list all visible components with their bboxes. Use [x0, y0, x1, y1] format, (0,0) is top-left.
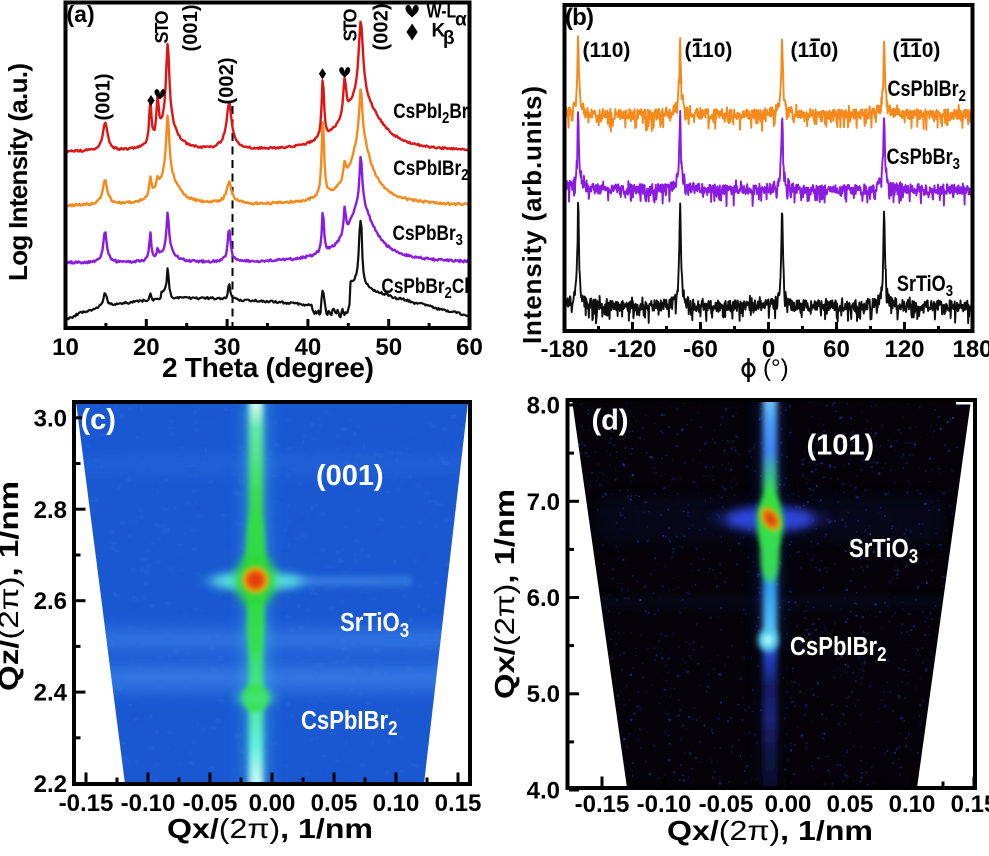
svg-text:0.15: 0.15: [435, 790, 482, 817]
svg-text:0.05: 0.05: [827, 791, 874, 818]
svg-text:20: 20: [133, 334, 160, 361]
svg-text:-0.15: -0.15: [59, 790, 114, 817]
svg-text:7.0: 7.0: [527, 489, 560, 516]
svg-text:2.4: 2.4: [34, 680, 68, 707]
svg-text:CsPbIBr2: CsPbIBr2: [888, 77, 966, 105]
svg-text:CsPbIBr2: CsPbIBr2: [393, 158, 468, 185]
svg-text:(°): (°): [763, 355, 789, 382]
svg-text:(110): (110): [893, 39, 941, 62]
svg-text:8.0: 8.0: [527, 393, 560, 420]
svg-text:2.8: 2.8: [34, 497, 67, 524]
svg-text:-0.05: -0.05: [699, 791, 754, 818]
svg-text:CsPbIBr2: CsPbIBr2: [790, 632, 887, 665]
svg-text:Intensity (arb.units): Intensity (arb.units): [517, 86, 547, 344]
svg-text:0.00: 0.00: [765, 791, 812, 818]
svg-text:-0.15: -0.15: [575, 791, 630, 818]
svg-text:(110): (110): [791, 39, 839, 62]
svg-text:STO: STO: [152, 11, 172, 44]
svg-text:0.10: 0.10: [889, 791, 936, 818]
svg-text:(d): (d): [592, 405, 629, 437]
svg-text:2.6: 2.6: [34, 588, 67, 615]
svg-text:(002): (002): [371, 4, 393, 51]
svg-text:10: 10: [52, 334, 79, 361]
svg-text:0.05: 0.05: [311, 790, 358, 817]
svg-text:Qx/(2π), 1/nm: Qx/(2π), 1/nm: [489, 489, 520, 699]
svg-text:K: K: [432, 20, 446, 41]
svg-text:5.0: 5.0: [527, 681, 560, 708]
svg-text:CsPbI2Br: CsPbI2Br: [393, 101, 469, 128]
svg-text:4.0: 4.0: [527, 778, 560, 805]
svg-text:(001): (001): [316, 460, 384, 492]
svg-text:0.15: 0.15: [951, 791, 989, 818]
svg-text:-0.10: -0.10: [637, 791, 692, 818]
svg-text:0.00: 0.00: [249, 790, 296, 817]
svg-text:0: 0: [762, 336, 775, 363]
svg-text:CsPbBr3: CsPbBr3: [393, 223, 463, 250]
svg-text:α: α: [455, 10, 467, 31]
svg-text:Log Intensity (a.u.): Log Intensity (a.u.): [3, 63, 33, 281]
svg-text:60: 60: [456, 334, 483, 361]
svg-text:(110): (110): [583, 39, 631, 62]
svg-text:W-L: W-L: [426, 0, 456, 22]
svg-text:120: 120: [884, 336, 924, 363]
svg-text:SrTiO3: SrTiO3: [849, 534, 918, 567]
svg-text:SrTiO3: SrTiO3: [340, 608, 409, 641]
svg-text:Qx/(2π), 1/nm: Qx/(2π), 1/nm: [667, 815, 873, 846]
svg-text:CsPbBr2Cl: CsPbBr2Cl: [381, 276, 469, 303]
svg-text:(a): (a): [67, 1, 95, 27]
svg-text:-180: -180: [540, 336, 588, 363]
svg-text:-120: -120: [608, 336, 656, 363]
svg-text:6.0: 6.0: [527, 585, 560, 612]
svg-text:3.0: 3.0: [34, 405, 67, 432]
svg-text:-0.05: -0.05: [183, 790, 238, 817]
svg-text:(c): (c): [81, 404, 116, 436]
svg-text:2.2: 2.2: [34, 771, 67, 798]
svg-text:SrTiO3: SrTiO3: [897, 272, 953, 300]
svg-text:2 Theta (degree): 2 Theta (degree): [162, 352, 374, 383]
svg-text:CsPbBr3: CsPbBr3: [887, 145, 960, 173]
svg-text:180: 180: [952, 336, 989, 363]
svg-text:0.10: 0.10: [373, 790, 420, 817]
svg-text:(001): (001): [180, 5, 202, 52]
svg-text:(b): (b): [565, 4, 594, 31]
svg-text:40: 40: [295, 334, 322, 361]
svg-text:-0.10: -0.10: [121, 790, 176, 817]
svg-text:Qx/(2π), 1/nm: Qx/(2π), 1/nm: [167, 813, 373, 844]
svg-text:(110): (110): [685, 39, 733, 62]
svg-text:(101): (101): [807, 430, 875, 462]
svg-text:Qz/(2π), 1/nm: Qz/(2π), 1/nm: [0, 481, 24, 691]
svg-text:60: 60: [823, 336, 850, 363]
svg-text:(002): (002): [216, 58, 238, 105]
svg-text:50: 50: [375, 334, 402, 361]
svg-text:CsPbIBr2: CsPbIBr2: [301, 706, 398, 739]
svg-text:-60: -60: [683, 336, 718, 363]
svg-text:β: β: [443, 28, 455, 49]
svg-text:(001): (001): [93, 74, 115, 121]
svg-text:STO: STO: [341, 9, 361, 42]
svg-text:30: 30: [214, 334, 241, 361]
